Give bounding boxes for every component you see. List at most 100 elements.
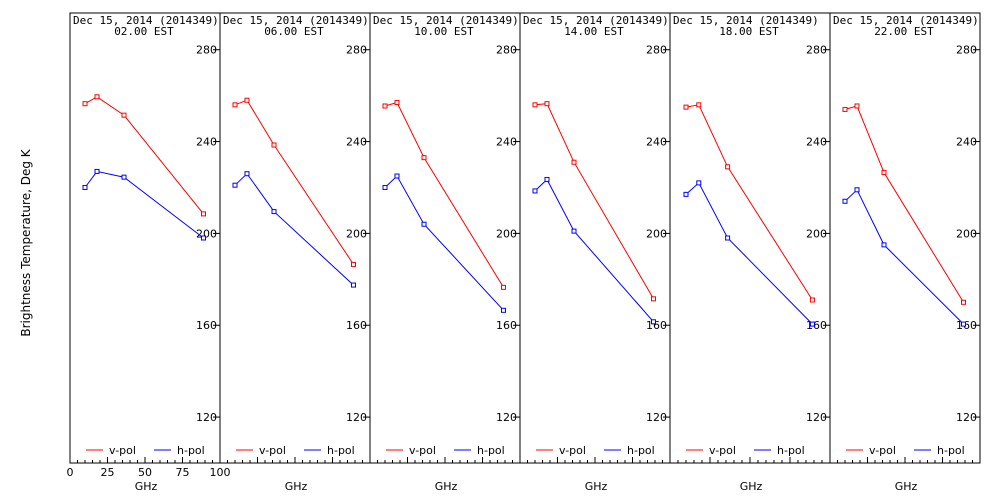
data-point-h-pol xyxy=(501,307,506,313)
panel-5: Dec 15, 2014 (2014349)18.00 EST120160200… xyxy=(669,12,831,493)
data-point-h-pol xyxy=(725,235,731,241)
series-line-h-pol xyxy=(234,172,354,286)
y-tick-label: 120 xyxy=(646,411,667,424)
legend-label-h-pol: h-pol xyxy=(327,444,355,457)
data-point-h-pol xyxy=(421,221,427,227)
y-tick-label: 160 xyxy=(196,319,217,332)
panel-time-title: 22.00 EST xyxy=(874,25,934,38)
panel-time-title: 02.00 EST xyxy=(114,25,174,38)
x-axis-label: GHz xyxy=(895,480,918,493)
panel-time-title: 18.00 EST xyxy=(719,25,779,38)
data-point-v-pol xyxy=(571,159,577,165)
panels: Dec 15, 2014 (2014349)02.00 EST120160200… xyxy=(67,12,981,493)
data-point-h-pol xyxy=(94,168,100,174)
y-axis-label: Brightness Temperature, Deg K xyxy=(19,148,33,336)
series-line-v-pol xyxy=(84,96,204,215)
panel-1: Dec 15, 2014 (2014349)02.00 EST 120 160 200… xyxy=(67,12,231,493)
y-tick-label: 120 xyxy=(346,411,367,424)
x-tick-label: 0 xyxy=(67,466,74,479)
data-point-v-pol xyxy=(82,101,88,107)
y-tick-label: 120 xyxy=(806,411,827,424)
data-point-v-pol xyxy=(394,100,400,106)
data-point-v-pol xyxy=(232,102,238,108)
y-tick-label: 200 xyxy=(346,227,367,240)
x-axis-label: GHz xyxy=(435,480,458,493)
series-line-v-pol xyxy=(685,104,813,301)
data-point-v-pol xyxy=(244,97,250,103)
data-point-v-pol xyxy=(961,299,966,305)
panel-4: Dec 15, 2014 (2014349)14.00 EST 120 160 200… xyxy=(519,12,671,493)
data-point-v-pol xyxy=(121,112,127,118)
panel-3: Dec 15, 2014 (2014349)10.00 EST 120 160 200… xyxy=(369,12,521,493)
y-tick-label: 160 xyxy=(646,319,667,332)
data-point-v-pol xyxy=(532,102,538,108)
legend-label-v-pol: v-pol xyxy=(409,444,436,457)
data-point-v-pol xyxy=(501,284,506,290)
data-point-h-pol xyxy=(201,235,206,241)
legend-label-h-pol: h-pol xyxy=(627,444,655,457)
data-point-h-pol xyxy=(651,319,656,325)
x-tick-label: 50 xyxy=(138,466,152,479)
legend-label-h-pol: h-pol xyxy=(177,444,205,457)
y-tick-label: 200 xyxy=(956,227,977,240)
data-point-h-pol xyxy=(544,176,550,182)
series-line-h-pol xyxy=(844,188,964,325)
y-tick-label: 160 xyxy=(956,319,977,332)
y-tick-label: 280 xyxy=(956,44,977,57)
y-tick-label: 120 xyxy=(496,411,517,424)
x-axis-label: GHz xyxy=(740,480,763,493)
panel-date-title: Dec 15, 2014 (2014349) xyxy=(373,14,519,27)
y-tick-label: 240 xyxy=(346,136,367,149)
data-point-h-pol xyxy=(232,182,238,188)
data-point-v-pol xyxy=(94,94,100,100)
panel-date-title: Dec 15, 2014 (2014349) xyxy=(73,14,219,27)
legend-label-v-pol: v-pol xyxy=(559,444,586,457)
data-point-h-pol xyxy=(571,228,577,234)
y-tick-label: 240 xyxy=(956,136,977,149)
y-tick-label: 240 xyxy=(196,136,217,149)
x-axis-label: GHz xyxy=(585,480,608,493)
data-point-h-pol xyxy=(382,184,388,190)
data-point-v-pol xyxy=(382,103,388,109)
data-point-v-pol xyxy=(544,101,550,107)
data-point-v-pol xyxy=(651,296,656,302)
data-point-v-pol xyxy=(201,211,206,217)
legend-label-v-pol: v-pol xyxy=(869,444,896,457)
data-point-h-pol xyxy=(351,282,356,288)
data-point-h-pol xyxy=(809,321,815,327)
y-tick-label: 280 xyxy=(346,44,367,57)
legend-label-v-pol: v-pol xyxy=(709,444,736,457)
x-axis-label: GHz xyxy=(135,480,158,493)
data-point-v-pol xyxy=(725,164,731,170)
data-point-h-pol xyxy=(244,171,250,177)
data-point-h-pol xyxy=(271,209,277,215)
y-tick-label: 240 xyxy=(496,136,517,149)
y-tick-label: 160 xyxy=(346,319,367,332)
y-tick-label: 200 xyxy=(806,227,827,240)
series-line-v-pol xyxy=(384,101,504,288)
panel-time-title: 10.00 EST xyxy=(414,25,474,38)
data-point-v-pol xyxy=(683,104,689,110)
data-point-v-pol xyxy=(842,106,848,112)
data-point-h-pol xyxy=(683,191,689,197)
x-axis-label: GHz xyxy=(285,480,308,493)
panel-time-title: 06.00 EST xyxy=(264,25,324,38)
series-line-h-pol xyxy=(534,178,654,323)
legend-label-v-pol: v-pol xyxy=(109,444,136,457)
series-line-h-pol xyxy=(84,170,204,239)
data-point-v-pol xyxy=(271,142,277,148)
panel-date-title: Dec 15, 2014 (2014349) xyxy=(223,14,369,27)
x-tick-label: 25 xyxy=(101,466,115,479)
series-line-v-pol xyxy=(234,99,354,265)
y-tick-label: 280 xyxy=(646,44,667,57)
x-tick-label: 75 xyxy=(176,466,190,479)
y-tick-label: 240 xyxy=(806,136,827,149)
legend-label-h-pol: h-pol xyxy=(937,444,965,457)
data-point-h-pol xyxy=(532,188,538,194)
data-point-v-pol xyxy=(351,261,356,267)
data-point-v-pol xyxy=(881,170,887,176)
series-line-h-pol xyxy=(685,182,813,325)
series-line-v-pol xyxy=(844,105,964,303)
